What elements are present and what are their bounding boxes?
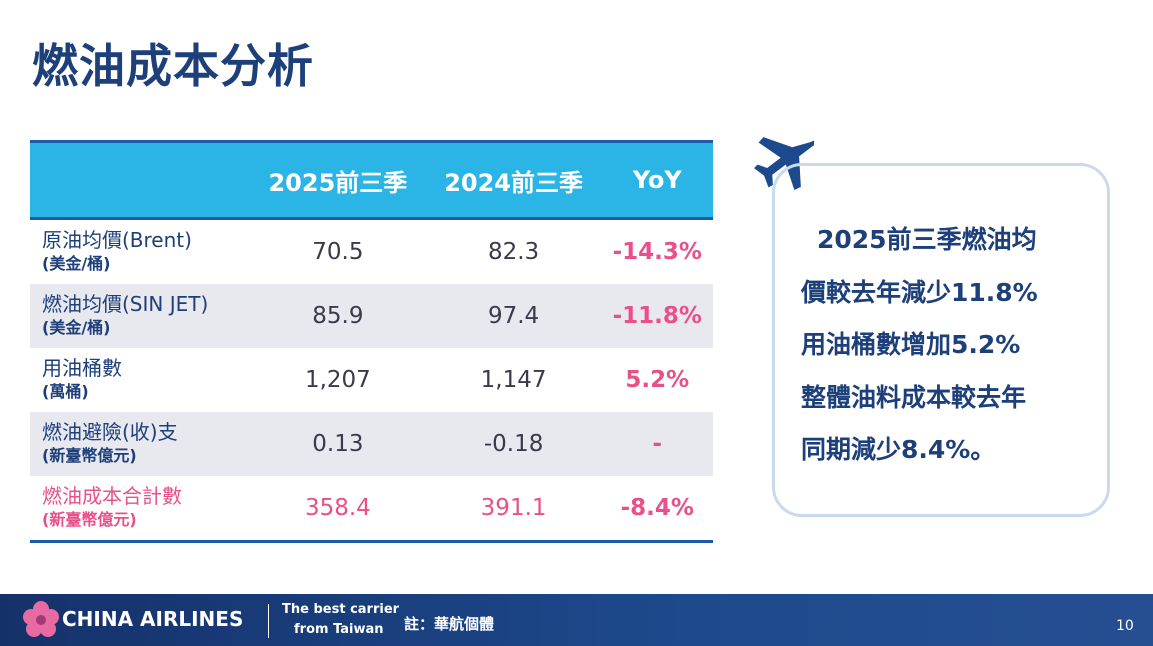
cell: -8.4% — [620, 495, 694, 521]
divider — [268, 604, 269, 638]
cell: - — [601, 412, 713, 476]
label: 燃油成本合計數 — [42, 484, 182, 508]
row-label: 燃油避險(收)支 (新臺幣億元) — [30, 412, 250, 476]
unit: (美金/桶) — [42, 318, 111, 337]
summary-line: 價較去年減少11.8% — [801, 277, 1038, 307]
row: 燃油均價(SIN JET) (美金/桶) 85.9 97.4 -11.8% — [30, 284, 713, 348]
unit: (新臺幣億元) — [42, 446, 137, 465]
cell: 1,147 — [480, 367, 547, 393]
brand: CHINA AIRLINES — [62, 607, 244, 631]
row: 用油桶數 (萬桶) 1,207 1,147 5.2% — [30, 348, 713, 412]
unit: (新臺幣億元) — [42, 510, 137, 529]
cell: 97.4 — [425, 284, 602, 348]
label: 燃油避險(收)支 — [42, 420, 178, 444]
header-cell: YoY — [601, 141, 713, 220]
cell: 391.1 — [480, 495, 547, 521]
unit: (萬桶) — [42, 382, 89, 401]
cell: 5.2% — [625, 367, 690, 393]
row: 燃油避險(收)支 (新臺幣億元) 0.13 -0.18- — [30, 412, 713, 476]
page-number: 10 — [1116, 618, 1134, 634]
summary-line: 整體油料成本較去年 — [801, 382, 1027, 412]
row-label: 燃油均價(SIN JET) (美金/桶) — [30, 284, 250, 348]
title: 燃油成本分析 — [32, 39, 314, 93]
summary-line: 2025前三季燃油均 — [817, 225, 1037, 254]
summary-line: 用油桶數增加5.2% — [801, 330, 1021, 359]
row: 原油均價(Brent) (美金/桶) 70.5 82.3 -14.3% — [30, 219, 713, 285]
unit: (美金/桶) — [42, 254, 111, 273]
plane-icon — [754, 137, 814, 190]
summary-line: 同期減少8.4%。 — [801, 435, 996, 464]
tagline: The best carrier — [282, 602, 400, 617]
logo-blossom — [23, 601, 59, 637]
header-cell: 2024前三季 — [425, 141, 602, 220]
label: 用油桶數 — [42, 356, 122, 380]
row: 燃油成本合計數 (新臺幣億元) 358.4 391.1 -8.4% — [30, 476, 713, 542]
summary-box: 2025前三季燃油均價較去年減少11.8% 用油桶數增加5.2% 整體油料成本較去年… — [772, 163, 1110, 517]
cell: 70.5 — [312, 239, 364, 265]
table: 2025前三季 2024前三季 YoY 原油均價(Brent) (美金/桶) 70.… — [30, 140, 713, 543]
cell: 358.4 — [304, 495, 371, 521]
row-label: 原油均價(Brent) (美金/桶) — [30, 219, 250, 285]
header-cell: 2025前三季 — [250, 141, 426, 220]
header-cell — [30, 141, 250, 220]
cell: 85.9 — [250, 284, 426, 348]
label: 燃油均價(SIN JET) — [42, 292, 209, 316]
cell: 0.13 — [250, 412, 426, 476]
row-label: 燃油成本合計數 (新臺幣億元) — [30, 476, 250, 542]
cell: 82.3 — [487, 239, 540, 265]
cell: -0.18 — [425, 412, 602, 476]
header-row: 2025前三季 2024前三季 YoY — [30, 141, 713, 220]
cell: 1,207 — [304, 367, 371, 393]
label: 原油均價(Brent) — [42, 228, 192, 252]
footer: CHINA AIRLINES The best carrier from Tai… — [0, 594, 1153, 646]
cell: -14.3% — [612, 239, 702, 265]
cell: -11.8% — [601, 284, 713, 348]
row-label: 用油桶數 (萬桶) — [30, 348, 250, 412]
tagline: from Taiwan — [294, 622, 384, 637]
note: 註：華航個體 — [404, 615, 495, 633]
